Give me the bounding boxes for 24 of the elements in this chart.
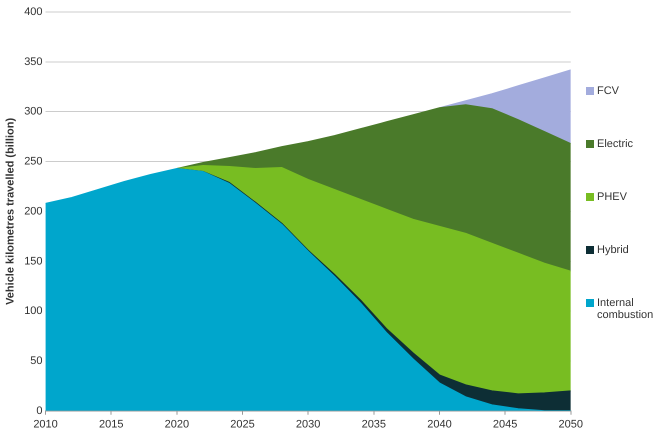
y-tick-label: 150 <box>24 255 43 268</box>
y-tick-label: 200 <box>24 205 43 218</box>
legend-label: Electric <box>597 138 634 150</box>
y-axis-title: Vehicle kilometres travelled (billion) <box>4 118 17 305</box>
y-tick-label: 100 <box>24 305 43 318</box>
y-tick-label: 50 <box>30 354 43 367</box>
y-tick-label: 300 <box>24 106 43 118</box>
x-tick-label: 2035 <box>362 418 386 430</box>
y-tick-label: 400 <box>24 6 43 18</box>
y-tick-label: 0 <box>36 404 43 417</box>
x-tick-label: 2040 <box>427 418 452 430</box>
x-tick-label: 2030 <box>296 418 320 430</box>
y-tick-label: 350 <box>24 56 43 68</box>
x-tick-label: 2020 <box>164 418 190 430</box>
legend-label: Internal combustion <box>597 297 654 321</box>
legend-label: FCV <box>597 85 619 97</box>
x-tick-label: 2050 <box>558 418 584 430</box>
x-tick-label: 2015 <box>98 418 124 430</box>
x-tick-label: 2025 <box>230 418 255 430</box>
legend-label: PHEV <box>597 191 627 203</box>
x-tick-label: 2045 <box>492 418 518 430</box>
legend-label: Hybrid <box>597 244 629 256</box>
x-tick-label: 2010 <box>33 418 58 430</box>
y-tick-label: 250 <box>24 156 43 168</box>
